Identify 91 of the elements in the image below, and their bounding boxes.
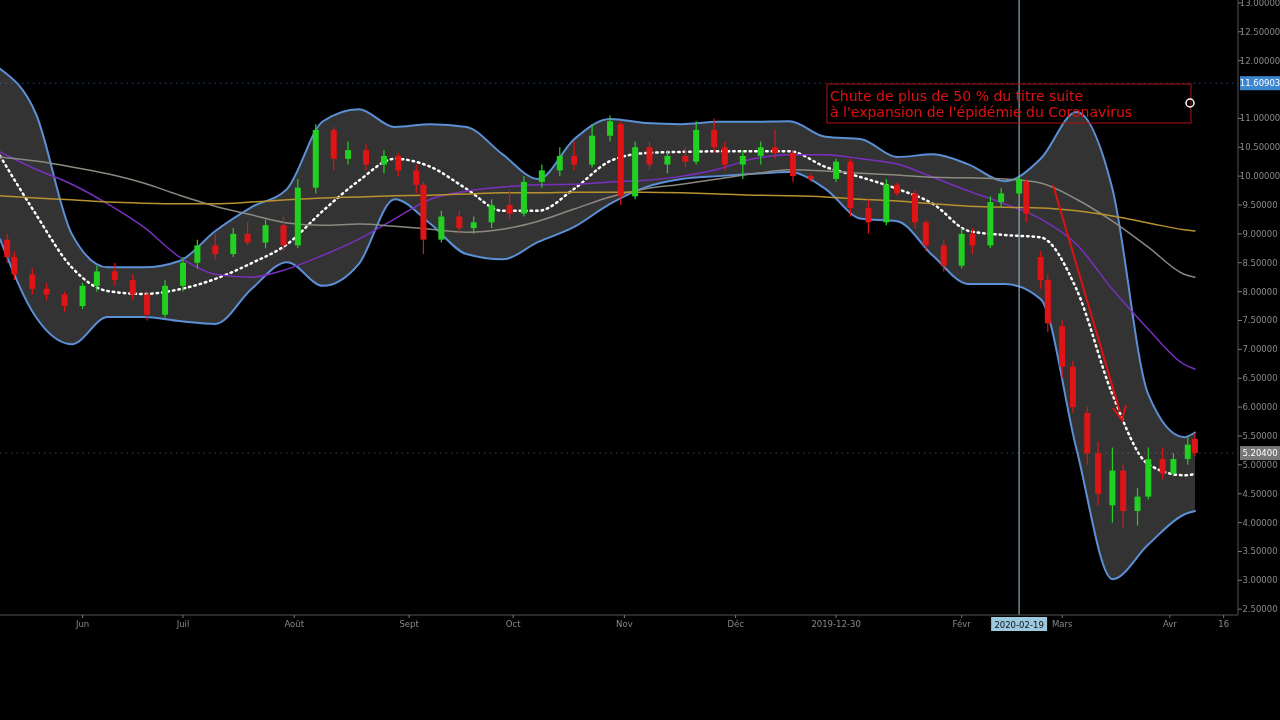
candlestick bbox=[380, 149, 387, 174]
candlestick bbox=[363, 143, 370, 171]
candlestick bbox=[538, 163, 545, 189]
candlestick bbox=[79, 282, 86, 310]
y-tick-label: 12.00000 bbox=[1239, 55, 1280, 66]
y-tick-label: 2.50000 bbox=[1242, 604, 1278, 615]
y-tick-label: 11.00000 bbox=[1239, 113, 1280, 124]
candlestick bbox=[969, 227, 976, 255]
candlestick bbox=[607, 114, 614, 143]
candlestick bbox=[413, 163, 420, 195]
candlestick bbox=[922, 218, 929, 252]
y-tick-label: 13.00000 bbox=[1239, 0, 1280, 8]
candlestick bbox=[395, 152, 402, 177]
candlestick bbox=[711, 117, 718, 154]
x-tick-label: Avr bbox=[1162, 619, 1178, 629]
candlestick bbox=[682, 146, 689, 169]
candlestick bbox=[345, 140, 352, 166]
ref-line-label: 11.60903 bbox=[1239, 78, 1280, 89]
y-tick-label: 4.50000 bbox=[1242, 488, 1278, 499]
candlestick bbox=[1016, 175, 1023, 197]
y-tick-label: 4.00000 bbox=[1242, 517, 1278, 528]
candlestick bbox=[571, 140, 578, 171]
ref-line-label: 2020-02-19 bbox=[994, 619, 1044, 630]
candlestick bbox=[4, 233, 11, 264]
y-tick-label: 9.00000 bbox=[1242, 228, 1278, 239]
y-tick-label: 6.00000 bbox=[1242, 402, 1278, 413]
y-tick-label: 7.50000 bbox=[1242, 315, 1278, 326]
line-series bbox=[0, 151, 1196, 370]
candlestick bbox=[506, 189, 513, 221]
candlestick bbox=[664, 149, 671, 174]
candlestick bbox=[807, 172, 814, 183]
candlestick bbox=[29, 267, 36, 296]
line-series bbox=[0, 67, 1196, 439]
candlestick bbox=[739, 149, 746, 180]
y-tick-label: 7.00000 bbox=[1242, 344, 1278, 355]
candlestick bbox=[144, 291, 151, 322]
y-tick-label: 5.50000 bbox=[1242, 430, 1278, 441]
candlestick bbox=[194, 239, 201, 270]
candlestick bbox=[93, 265, 100, 293]
y-tick-label: 12.50000 bbox=[1239, 26, 1280, 37]
y-tick-label: 10.50000 bbox=[1239, 142, 1280, 153]
x-tick-label: Oct bbox=[505, 619, 522, 629]
y-tick-label: 10.00000 bbox=[1239, 171, 1280, 182]
candlestick bbox=[757, 140, 764, 166]
x-tick-label: Mars bbox=[1051, 619, 1073, 629]
y-tick-label: 3.50000 bbox=[1242, 546, 1278, 557]
y-tick-label: 9.50000 bbox=[1242, 200, 1278, 210]
y-tick-label: 8.00000 bbox=[1242, 286, 1278, 297]
candlestick bbox=[1170, 452, 1177, 478]
x-tick-label: Déc bbox=[727, 619, 745, 629]
candlestick bbox=[790, 149, 797, 183]
candlestick bbox=[721, 140, 728, 171]
candlestick bbox=[129, 273, 136, 301]
candlestick bbox=[244, 221, 251, 247]
x-tick-label: Sept bbox=[399, 619, 420, 629]
candlestick bbox=[1159, 446, 1166, 480]
x-tick-label: 16 bbox=[1218, 619, 1230, 629]
candlestick bbox=[646, 140, 653, 171]
candlestick bbox=[438, 210, 445, 244]
candlestick bbox=[11, 250, 18, 281]
x-tick-label: Juil bbox=[175, 619, 190, 629]
candlestick bbox=[456, 210, 463, 235]
candlestick bbox=[772, 129, 779, 160]
ref-line-label: 5.20400 bbox=[1242, 448, 1278, 459]
candlestick bbox=[488, 198, 495, 229]
x-tick-label: Févr bbox=[952, 619, 972, 629]
candlestick bbox=[262, 218, 269, 249]
y-tick-label: 5.00000 bbox=[1242, 459, 1278, 470]
y-tick-label: 8.50000 bbox=[1242, 257, 1278, 268]
x-tick-label: Août bbox=[284, 619, 305, 629]
candlestick bbox=[833, 158, 840, 183]
candlestick bbox=[1134, 487, 1141, 527]
x-tick-label: Nov bbox=[616, 619, 633, 629]
candlestick bbox=[61, 291, 68, 313]
candlestick bbox=[556, 146, 563, 177]
candlestick bbox=[280, 215, 287, 252]
candlestick bbox=[1184, 435, 1191, 466]
line-series bbox=[0, 191, 1196, 232]
x-tick-label: Jun bbox=[74, 619, 90, 629]
candlestick bbox=[230, 227, 237, 258]
candlestick bbox=[998, 187, 1005, 209]
candlestick bbox=[865, 198, 872, 235]
y-tick-label: 3.00000 bbox=[1242, 575, 1278, 586]
x-tick-label: 2019-12-30 bbox=[811, 619, 861, 629]
candlestick bbox=[1191, 432, 1198, 457]
candlestick bbox=[180, 256, 187, 293]
candlestick bbox=[940, 239, 947, 273]
candlestick bbox=[111, 262, 118, 287]
candlestick bbox=[212, 233, 219, 261]
y-tick-label: 6.50000 bbox=[1242, 373, 1278, 384]
candlestick bbox=[1037, 250, 1044, 290]
